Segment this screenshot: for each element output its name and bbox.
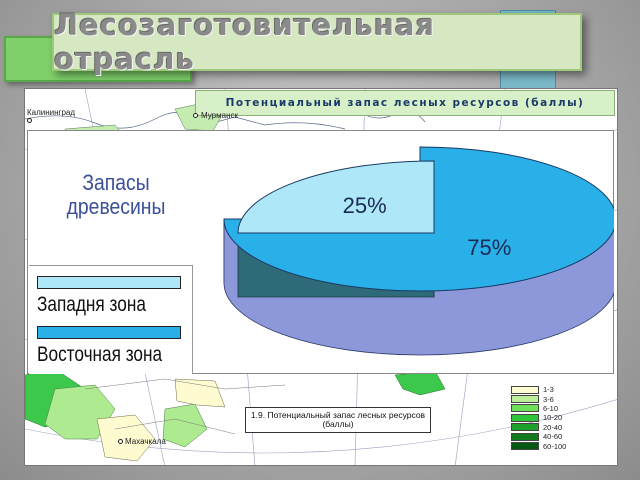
city-label-makhachkala: Махачкала xyxy=(125,437,166,446)
map-legend-row: 3-6 xyxy=(511,394,566,404)
city-marker xyxy=(193,113,198,118)
pie-chart-panel: Запасы древесины 75% 25% Западня зона Вос… xyxy=(27,130,614,374)
map-legend-row: 40-60 xyxy=(511,432,566,441)
map-legend-row: 60-100 xyxy=(511,441,567,451)
pie-slice-east-label: 75% xyxy=(467,235,511,260)
map-legend-row: 6-10 xyxy=(511,404,566,413)
map-legend-swatch xyxy=(511,385,539,394)
pie-slice-east xyxy=(223,146,614,292)
city-marker xyxy=(27,118,32,123)
map-header: Потенциальный запас лесных ресурсов (бал… xyxy=(195,90,615,116)
pie-slice-west-label: 25% xyxy=(343,193,387,218)
slide-title: Лесозаготовительная отрасль xyxy=(54,8,436,76)
map-legend-swatch xyxy=(511,423,539,432)
city-label-murmansk: Мурманск xyxy=(201,111,238,120)
legend-item-west: Западня зона xyxy=(37,276,181,317)
map-legend-row: 20-40 xyxy=(511,423,566,432)
map-legend-label: 1-3 xyxy=(543,385,554,395)
map-legend-row: 1-3 xyxy=(511,385,566,394)
chart-title: Запасы древесины xyxy=(66,170,166,219)
legend-swatch-west xyxy=(37,276,181,289)
chart-legend: Западня зона Восточная зона xyxy=(29,265,193,374)
map-legend: 1-3 3-6 6-10 10-20 20-40 40-60 60-100 xyxy=(511,385,566,451)
map-legend-swatch xyxy=(511,413,539,422)
pie-chart: 75% 25% xyxy=(223,146,614,356)
map-legend-label: 10-20 xyxy=(543,413,563,423)
city-marker xyxy=(118,439,123,444)
map-legend-label: 6-10 xyxy=(543,403,559,413)
pie-slice-west xyxy=(237,160,435,234)
map-legend-row: 10-20 xyxy=(511,413,566,422)
map-caption-text: 1.9. Потенциальный запас лесных ресурсов… xyxy=(250,410,426,429)
map-legend-label: 40-60 xyxy=(543,432,563,442)
map-legend-swatch xyxy=(511,395,539,404)
map-legend-swatch xyxy=(511,432,539,441)
city-label-kaliningrad: Калининград xyxy=(27,108,76,117)
map-legend-label: 3-6 xyxy=(543,394,554,404)
legend-swatch-east xyxy=(37,326,181,339)
legend-label-east: Восточная зона xyxy=(37,343,163,366)
map-legend-label: 20-40 xyxy=(543,422,563,432)
map-legend-swatch xyxy=(511,404,539,413)
map-caption: 1.9. Потенциальный запас лесных ресурсов… xyxy=(245,407,431,433)
map-legend-label: 60-100 xyxy=(543,441,567,451)
map-legend-swatch xyxy=(511,442,539,451)
title-banner: Лесозаготовительная отрасль xyxy=(52,8,582,76)
legend-label-west: Западня зона xyxy=(37,293,146,316)
map-header-text: Потенциальный запас лесных ресурсов (бал… xyxy=(225,96,585,109)
legend-item-east: Восточная зона xyxy=(37,326,190,367)
